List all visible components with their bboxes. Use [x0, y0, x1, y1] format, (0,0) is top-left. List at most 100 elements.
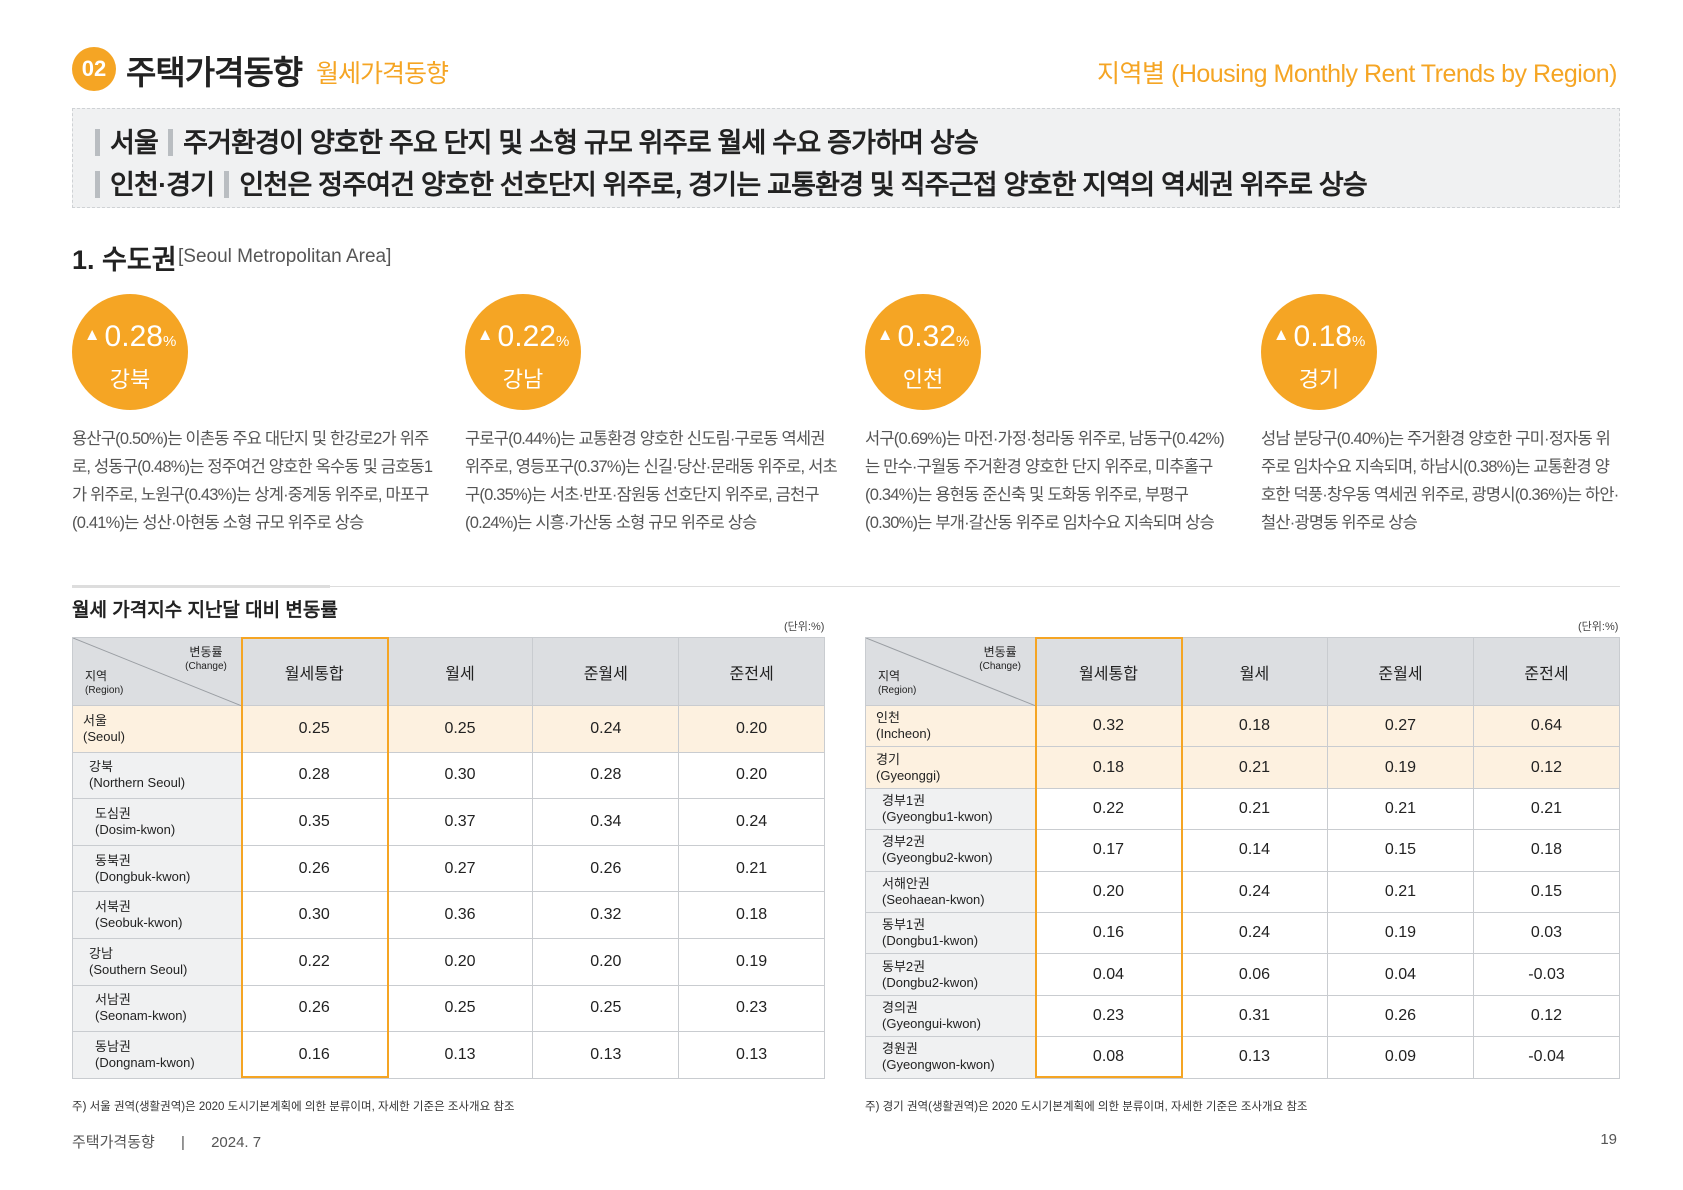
table-row: 서남권 (Seonam-kwon) 0.26 0.25 0.25 0.23 [72, 984, 825, 1033]
value-cell: 0.16 [1035, 911, 1182, 955]
header-region-ko: 지역 [878, 669, 901, 683]
region-title: 지역별 (Housing Monthly Rent Trends by Regi… [1097, 60, 1617, 88]
value-cell: 0.21 [678, 844, 825, 893]
region-name-en: (Dongbuk-kwon) [95, 868, 191, 884]
region-cell: 경부1권 (Gyeongbu1-kwon) [865, 787, 1036, 831]
column-header: 월세 [386, 637, 534, 706]
indicator-unit: % [555, 333, 570, 350]
footer-publication: 주택가격동향 | 2024. 7 [72, 1131, 261, 1152]
header-region-en: (Region) [85, 685, 124, 696]
value-cell: 0.03 [1473, 911, 1620, 955]
region-name-en: (Seohaean-kwon) [882, 891, 985, 907]
value-cell: 0.34 [532, 798, 680, 846]
table-row: 동남권 (Dongnam-kwon) 0.16 0.13 0.13 0.13 [72, 1031, 825, 1079]
value-cell: 0.21 [1327, 870, 1474, 913]
table-footnote: 주) 경기 권역(생활권역)은 2020 도시기본계획에 의한 분류이며, 자세… [865, 1101, 1308, 1113]
region-name-ko: 경부2권 [882, 834, 926, 850]
indicator-description: 성남 분당구(0.40%)는 주거환경 양호한 구미·정자동 위주로 임차수요 … [1261, 430, 1619, 532]
region-cell: 강남 (Southern Seoul) [72, 937, 242, 986]
region-cell: 도심권 (Dosim-kwon) [72, 798, 242, 846]
table-row: 강북 (Northern Seoul) 0.28 0.30 0.28 0.20 [72, 751, 825, 800]
region-cell: 동북권 (Dongbuk-kwon) [72, 844, 242, 893]
region-name-ko: 동북권 [95, 852, 131, 868]
table-row: 인천 (Incheon) 0.32 0.18 0.27 0.64 [865, 704, 1620, 748]
table-row: 동부2권 (Dongbu2-kwon) 0.04 0.06 0.04 -0.03 [865, 953, 1620, 996]
value-cell: 0.17 [1035, 829, 1182, 872]
table-row: 서북권 (Seobuk-kwon) 0.30 0.36 0.32 0.18 [72, 891, 825, 939]
value-cell: 0.23 [1035, 994, 1182, 1038]
value-cell: 0.09 [1327, 1036, 1474, 1079]
value-cell: 0.20 [678, 751, 825, 800]
value-cell: 0.19 [1327, 911, 1474, 955]
diagonal-header-cell: 변동률 (Change) 지역 (Region) [72, 637, 242, 706]
indicator-value: 0.18 [1293, 320, 1352, 353]
value-cell: 0.26 [1327, 994, 1474, 1038]
table-row: 동북권 (Dongbuk-kwon) 0.26 0.27 0.26 0.21 [72, 844, 825, 893]
region-name-ko: 경원권 [882, 1041, 918, 1057]
header-change-ko: 변동률 [983, 645, 1017, 659]
indicator-name: 강북 [109, 367, 151, 392]
region-name-en: (Gyeongbu1-kwon) [882, 808, 993, 824]
value-cell: 0.19 [678, 937, 825, 986]
table-row: 강남 (Southern Seoul) 0.22 0.20 0.20 0.19 [72, 937, 825, 986]
region-name-ko: 경부1권 [882, 792, 926, 808]
value-cell: 0.27 [386, 844, 534, 893]
region-name-ko: 인천 [876, 710, 900, 726]
region-cell: 서울 (Seoul) [72, 705, 242, 753]
region-cell: 동남권 (Dongnam-kwon) [72, 1031, 242, 1079]
region-name-en: (Northern Seoul) [89, 775, 186, 791]
region-cell: 동부2권 (Dongbu2-kwon) [865, 953, 1036, 996]
region-name-en: (Seobuk-kwon) [95, 915, 183, 931]
region-name-ko: 동부2권 [882, 958, 926, 974]
indicator-description: 용산구(0.50%)는 이촌동 주요 대단지 및 한강로2가 위주로, 성동구(… [72, 430, 433, 532]
value-cell: 0.25 [532, 984, 680, 1033]
value-cell: 0.16 [240, 1031, 388, 1079]
value-cell: 0.19 [1327, 746, 1474, 789]
region-cell: 인천 (Incheon) [865, 704, 1036, 748]
page-number: 19 [1600, 1131, 1617, 1148]
bar-marker [168, 129, 174, 156]
region-cell: 동부1권 (Dongbu1-kwon) [865, 911, 1036, 955]
region-name-ko: 서북권 [95, 899, 131, 915]
header-region-en: (Region) [878, 685, 917, 696]
diagonal-header-cell: 변동률 (Change) 지역 (Region) [865, 637, 1036, 706]
value-cell: 0.26 [240, 984, 388, 1033]
value-cell: 0.26 [532, 844, 680, 893]
indicator-description: 구로구(0.44%)는 교통환경 양호한 신도림·구로동 역세권 위주로, 영등… [465, 430, 838, 532]
value-cell: 0.24 [1181, 911, 1328, 955]
region-cell: 경기 (Gyeonggi) [865, 746, 1036, 789]
column-header: 준월세 [532, 637, 680, 706]
value-cell: 0.13 [386, 1031, 534, 1079]
footer-date: 2024. 7 [211, 1134, 262, 1151]
value-cell: 0.15 [1473, 870, 1620, 913]
table-row: 경부2권 (Gyeongbu2-kwon) 0.17 0.14 0.15 0.18 [865, 829, 1620, 872]
up-arrow-icon: ▲ [876, 325, 894, 344]
value-cell: 0.04 [1327, 953, 1474, 996]
bar-marker [224, 171, 230, 198]
page-title: 주택가격동향 [126, 54, 303, 91]
summary-text: 인천은 정주여건 양호한 선호단지 위주로, 경기는 교통환경 및 직주근접 양… [239, 170, 1367, 200]
section-subtitle: [Seoul Metropolitan Area] [178, 246, 392, 267]
value-cell: 0.37 [386, 798, 534, 846]
table-row: 도심권 (Dosim-kwon) 0.35 0.37 0.34 0.24 [72, 798, 825, 846]
bar-marker [95, 171, 100, 198]
value-cell: 0.24 [1181, 870, 1328, 913]
region-name-ko: 강남 [89, 945, 113, 961]
value-cell: 0.20 [1035, 870, 1182, 913]
value-cell: 0.26 [240, 844, 388, 893]
table-row: 서해안권 (Seohaean-kwon) 0.20 0.24 0.21 0.15 [865, 870, 1620, 913]
summary-region: 인천·경기 [110, 170, 215, 200]
region-name-en: (Dosim-kwon) [95, 821, 176, 837]
indicator-name: 경기 [1298, 367, 1340, 392]
indicator-unit: % [955, 333, 970, 350]
divider [72, 586, 1620, 587]
column-header: 준월세 [1327, 637, 1474, 706]
column-header: 월세통합 [1035, 637, 1182, 706]
value-cell: 0.06 [1181, 953, 1328, 996]
table-row: 경부1권 (Gyeongbu1-kwon) 0.22 0.21 0.21 0.21 [865, 787, 1620, 831]
value-cell: 0.22 [240, 937, 388, 986]
summary-line-incheon-gyeonggi: 인천·경기 인천은 정주여건 양호한 선호단지 위주로, 경기는 교통환경 및 직… [95, 163, 1368, 202]
value-cell: 0.25 [386, 705, 534, 753]
region-name-ko: 서해안권 [882, 875, 930, 891]
value-cell: 0.15 [1327, 829, 1474, 872]
